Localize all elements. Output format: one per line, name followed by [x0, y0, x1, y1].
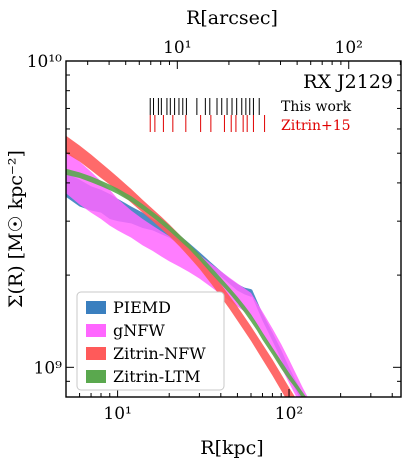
x2-tick-label: 10¹: [163, 38, 191, 58]
legend-label-piemd: PIEMD: [113, 298, 171, 317]
x2-axis-title: R[arcsec]: [186, 7, 278, 29]
x-tick-label: 10¹: [103, 404, 131, 424]
legend-swatch-zitrin-ltm: [86, 370, 106, 383]
y-tick-label: 10¹⁰: [27, 52, 62, 72]
annotation-layer: [149, 98, 266, 132]
legend-frame: [76, 291, 225, 391]
x2-tick-label: 10²: [335, 38, 363, 58]
y-axis-title: Σ(R) [M☉ kpc⁻²]: [5, 150, 27, 308]
chart-title: RX J2129: [303, 71, 393, 93]
x-axis-title: R[kpc]: [200, 437, 263, 459]
band-gnfw: [66, 150, 308, 397]
annotation-label-this-work: This work: [281, 99, 352, 115]
legend: PIEMD gNFW Zitrin-NFW Zitrin-LTM: [76, 291, 225, 391]
legend-swatch-gnfw: [86, 324, 106, 337]
annotation-label-zitrin15: Zitrin+15: [281, 118, 351, 134]
legend-label-zitrin-nfw: Zitrin-NFW: [113, 344, 206, 363]
legend-swatch-piemd: [86, 301, 106, 314]
legend-label-gnfw: gNFW: [113, 321, 165, 340]
x-tick-label: 10²: [275, 404, 303, 424]
band-zitrin-nfw: [66, 135, 296, 397]
series-layer: [66, 135, 308, 397]
legend-swatch-zitrin-nfw: [86, 347, 106, 360]
plot-frame: [65, 60, 402, 398]
y-tick-label: 10⁹: [34, 358, 63, 378]
legend-label-zitrin-ltm: Zitrin-LTM: [113, 367, 201, 386]
